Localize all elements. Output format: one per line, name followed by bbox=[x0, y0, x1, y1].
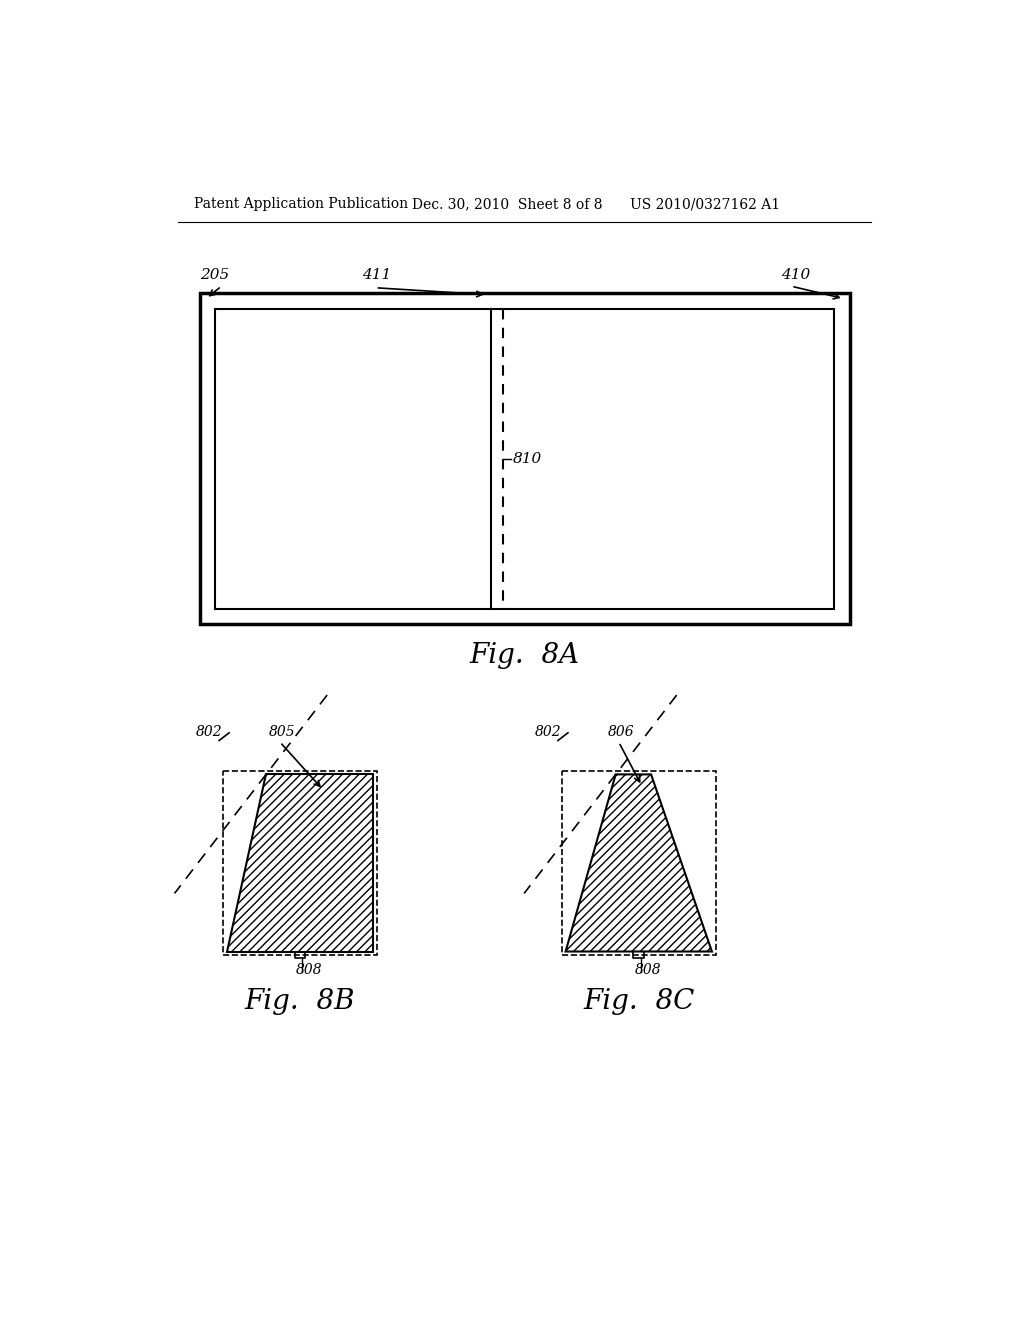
Polygon shape bbox=[565, 775, 712, 952]
Text: 205: 205 bbox=[200, 268, 229, 282]
Text: Patent Application Publication: Patent Application Publication bbox=[194, 198, 408, 211]
Text: Dec. 30, 2010  Sheet 8 of 8: Dec. 30, 2010 Sheet 8 of 8 bbox=[412, 198, 602, 211]
Text: 411: 411 bbox=[361, 268, 391, 282]
Text: US 2010/0327162 A1: US 2010/0327162 A1 bbox=[630, 198, 779, 211]
Text: 808: 808 bbox=[635, 962, 662, 977]
Text: 810: 810 bbox=[512, 453, 542, 466]
Text: 805: 805 bbox=[269, 725, 296, 739]
Text: Fig.  8C: Fig. 8C bbox=[583, 989, 694, 1015]
Text: 410: 410 bbox=[781, 268, 810, 282]
Bar bbox=[200, 293, 850, 624]
Bar bbox=[562, 771, 716, 956]
Polygon shape bbox=[226, 775, 373, 952]
Bar bbox=[223, 771, 377, 956]
Text: Fig.  8B: Fig. 8B bbox=[245, 989, 355, 1015]
Text: 808: 808 bbox=[296, 962, 323, 977]
Text: 802: 802 bbox=[196, 725, 222, 739]
Bar bbox=[215, 309, 835, 609]
Text: Fig.  8A: Fig. 8A bbox=[470, 642, 580, 669]
Text: 802: 802 bbox=[535, 725, 561, 739]
Text: 806: 806 bbox=[608, 725, 635, 739]
